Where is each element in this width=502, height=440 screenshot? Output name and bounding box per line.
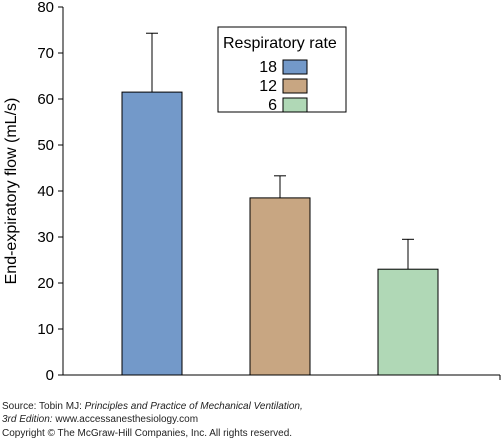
legend: Respiratory rate 18 12 6: [217, 26, 347, 114]
y-tick-label: 60: [37, 91, 54, 108]
y-tick-label: 30: [37, 229, 54, 246]
edition-text: 3rd Edition:: [2, 414, 53, 425]
bar-rr-18: [121, 91, 183, 376]
bar-rr-12: [249, 197, 311, 376]
source-caption: Source: Tobin MJ: Principles and Practic…: [2, 401, 303, 413]
edition-caption: 3rd Edition: www.accessanesthesiology.co…: [2, 414, 198, 426]
copyright-caption: Copyright © The McGraw-Hill Companies, I…: [2, 428, 293, 439]
legend-label: 18: [259, 59, 277, 76]
y-tick-label: 40: [37, 183, 54, 200]
bar-chart: End-expiratory flow (mL/s) 0 10 20 30 40 50 60…: [3, 0, 501, 384]
legend-swatch: [282, 97, 308, 113]
bars: [121, 32, 439, 376]
y-tick-label: 50: [37, 137, 54, 154]
y-tick-label: 10: [37, 321, 54, 338]
legend-swatch: [282, 59, 308, 75]
y-axis-label: End-expiratory flow (mL/s): [3, 98, 20, 285]
y-tick-label: 20: [37, 275, 54, 292]
y-tick-label: 70: [37, 45, 54, 62]
source-prefix: Source: Tobin MJ:: [2, 401, 85, 412]
bar-rr-6: [377, 268, 439, 376]
legend-label: 12: [259, 78, 277, 95]
website-text: www.accessanesthesiology.com: [52, 414, 199, 425]
book-title: Principles and Practice of Mechanical Ve…: [84, 401, 303, 412]
legend-label: 6: [268, 97, 277, 114]
legend-title: Respiratory rate: [223, 35, 337, 52]
y-tick-label: 0: [46, 367, 54, 384]
y-tick-label: 80: [37, 0, 54, 16]
legend-swatch: [282, 78, 308, 94]
legend-box: [217, 26, 347, 113]
